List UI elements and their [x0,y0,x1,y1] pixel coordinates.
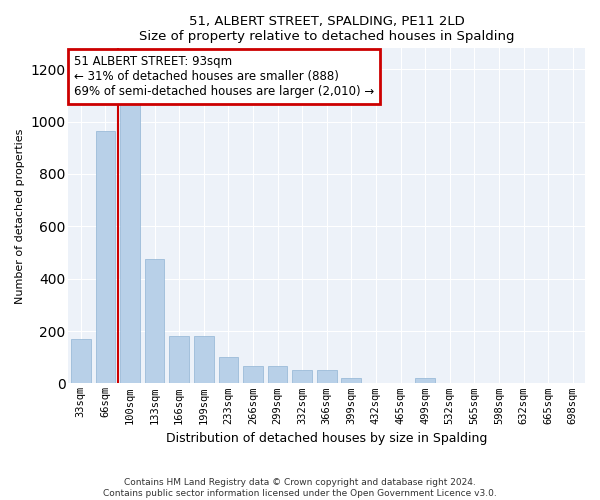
Bar [415,378,435,384]
Bar [145,259,164,384]
Text: 51 ALBERT STREET: 93sqm
← 31% of detached houses are smaller (888)
69% of semi-d: 51 ALBERT STREET: 93sqm ← 31% of detache… [74,55,374,98]
Bar [268,366,287,384]
Bar [120,70,140,384]
Bar [95,131,115,384]
Bar [341,378,361,384]
Bar [243,366,263,384]
Title: 51, ALBERT STREET, SPALDING, PE11 2LD
Size of property relative to detached hous: 51, ALBERT STREET, SPALDING, PE11 2LD Si… [139,15,514,43]
Bar [71,339,91,384]
Bar [317,370,337,384]
Text: Contains HM Land Registry data © Crown copyright and database right 2024.
Contai: Contains HM Land Registry data © Crown c… [103,478,497,498]
Y-axis label: Number of detached properties: Number of detached properties [15,128,25,304]
Bar [194,336,214,384]
X-axis label: Distribution of detached houses by size in Spalding: Distribution of detached houses by size … [166,432,487,445]
Bar [292,370,312,384]
Bar [218,357,238,384]
Bar [169,336,189,384]
